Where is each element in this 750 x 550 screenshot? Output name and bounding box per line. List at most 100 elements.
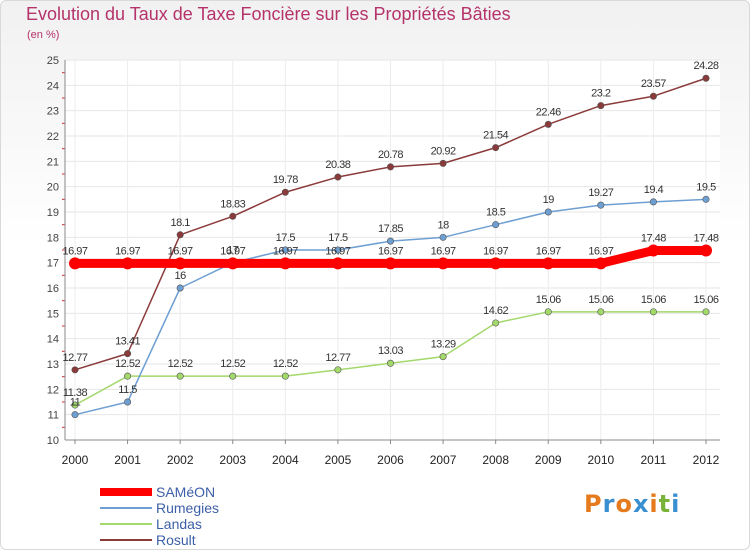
logo-letter: o (615, 490, 633, 518)
x-tick-label: 2012 (693, 453, 720, 467)
y-tick-label: 12 (47, 384, 59, 396)
data-label: 12.52 (220, 358, 245, 370)
data-point (702, 308, 710, 316)
data-label: 11.5 (118, 384, 137, 396)
y-tick-label: 16 (47, 283, 59, 295)
data-label: 19.4 (644, 184, 664, 196)
y-tick-label: 15 (47, 308, 59, 320)
data-label: 13.41 (115, 336, 140, 348)
data-point (544, 120, 552, 128)
data-point (542, 257, 555, 270)
data-point (69, 257, 81, 270)
logo-letter: i (649, 490, 659, 518)
data-label: 18.5 (486, 207, 506, 219)
data-label: 16.97 (483, 245, 508, 257)
data-point (226, 257, 239, 270)
logo-letter: P (584, 490, 603, 518)
data-point (386, 237, 394, 245)
data-label: 16.97 (536, 245, 561, 257)
data-point (439, 233, 447, 241)
data-point (334, 246, 342, 254)
data-label: 20.92 (431, 145, 456, 157)
data-point (229, 372, 237, 380)
y-tick-label: 20 (47, 182, 59, 194)
proxiti-logo: Proxiti (584, 490, 680, 518)
data-point (71, 411, 79, 419)
data-point (439, 159, 447, 167)
data-point (279, 257, 292, 270)
data-label: 21.54 (483, 130, 508, 142)
data-label: 16.97 (220, 245, 245, 257)
x-tick-label: 2001 (114, 453, 141, 467)
data-point (700, 244, 712, 257)
data-label: 16.97 (115, 245, 140, 257)
data-point (281, 372, 289, 380)
data-point (439, 353, 447, 361)
y-tick-label: 13 (47, 359, 59, 371)
legend-label: SAMéON (156, 484, 216, 500)
data-label: 16.97 (431, 245, 456, 257)
data-point (176, 231, 184, 239)
data-point (386, 163, 394, 171)
data-label: 22.46 (536, 106, 561, 118)
logo-letter: r (602, 490, 616, 518)
data-label: 18.1 (170, 217, 190, 229)
legend-swatch (100, 488, 152, 496)
data-point (71, 366, 79, 374)
data-point (489, 257, 502, 270)
data-point (331, 257, 344, 270)
data-label: 17.5 (276, 232, 296, 244)
y-tick-label: 17 (47, 258, 59, 270)
data-label: 15.06 (588, 294, 613, 306)
data-label: 12.52 (115, 358, 140, 370)
data-point (649, 198, 657, 206)
y-tick-label: 22 (47, 131, 59, 143)
data-label: 16.97 (325, 245, 350, 257)
legend-swatch (100, 539, 152, 541)
data-point (544, 308, 552, 316)
data-point (71, 401, 79, 409)
data-point (649, 308, 657, 316)
data-point (492, 319, 500, 327)
data-point (492, 221, 500, 229)
x-tick-label: 2006 (377, 453, 404, 467)
data-point (437, 257, 450, 270)
data-label: 20.78 (378, 149, 403, 161)
data-point (597, 201, 605, 209)
y-tick-label: 11 (48, 410, 59, 422)
data-point (174, 257, 187, 270)
data-label: 17.48 (693, 233, 718, 245)
data-point (121, 257, 134, 270)
data-point (702, 195, 710, 203)
data-point (281, 188, 289, 196)
data-label: 17.85 (378, 223, 403, 235)
data-label: 16.97 (168, 245, 193, 257)
y-tick-label: 24 (47, 80, 59, 92)
y-tick-label: 21 (47, 156, 59, 168)
data-point (647, 244, 660, 257)
data-point (597, 102, 605, 110)
data-point (281, 246, 289, 254)
y-tick-label: 10 (47, 435, 59, 447)
y-tick-label: 18 (47, 232, 59, 244)
data-point (597, 308, 605, 316)
legend-swatch (100, 523, 152, 525)
data-label: 24.28 (693, 60, 718, 72)
x-tick-label: 2004 (272, 453, 299, 467)
y-tick-label: 23 (47, 106, 59, 118)
data-label: 11 (70, 397, 81, 409)
data-point (594, 257, 607, 270)
data-point (124, 350, 132, 358)
data-label: 13.29 (431, 339, 456, 351)
chart-subtitle: (en %) (27, 29, 60, 41)
x-tick-label: 2010 (587, 453, 614, 467)
legend-label: Landas (156, 516, 202, 532)
y-tick-label: 25 (47, 55, 59, 67)
data-label: 16.97 (378, 245, 403, 257)
data-point (702, 74, 710, 82)
x-tick-label: 2009 (535, 453, 562, 467)
x-tick-label: 2003 (219, 453, 246, 467)
y-tick-label: 19 (47, 207, 59, 219)
logo-letter: x (632, 490, 650, 518)
data-label: 12.77 (325, 352, 350, 364)
